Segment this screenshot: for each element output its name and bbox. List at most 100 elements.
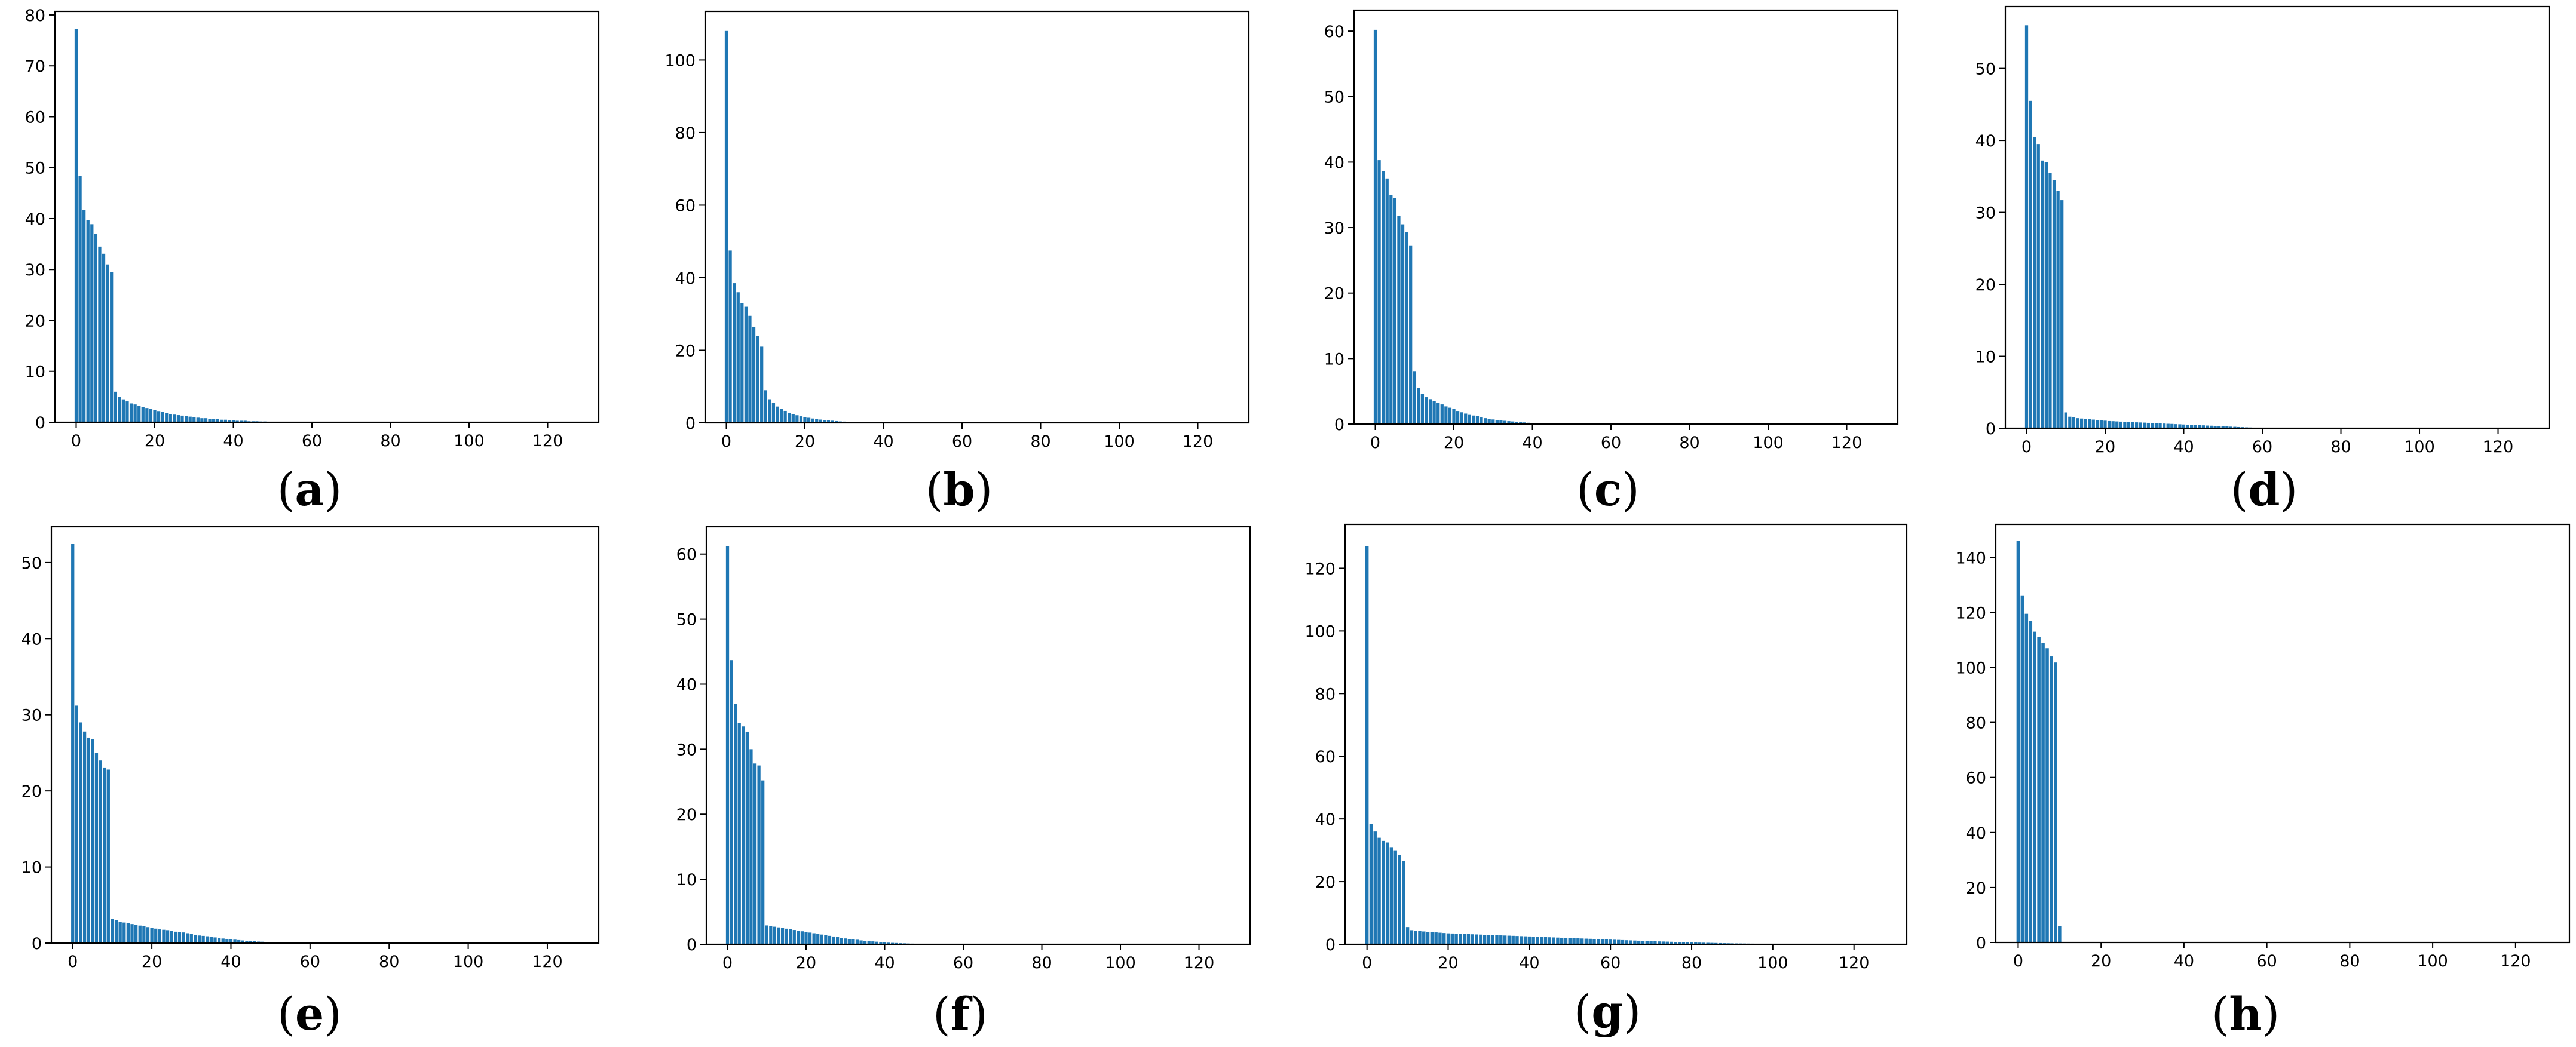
bar [1645, 941, 1649, 944]
bar [2182, 424, 2186, 428]
y-tick-label: 20 [1315, 873, 1336, 892]
bar [2131, 422, 2134, 428]
x-tick-label: 60 [952, 432, 972, 451]
bar [182, 932, 185, 943]
bar [831, 420, 834, 423]
bar [875, 941, 878, 944]
x-tick-label: 0 [71, 432, 81, 450]
y-tick-label: 60 [25, 108, 45, 127]
bar [2036, 144, 2040, 429]
bar [2033, 137, 2036, 428]
bar [1385, 178, 1389, 424]
y-tick-label: 140 [1955, 549, 1986, 567]
y-tick-label: 40 [675, 269, 696, 288]
bar [2088, 419, 2091, 428]
panel-label-open-paren: ( [1576, 463, 1594, 516]
x-tick-label: 120 [1839, 954, 1870, 972]
bar [2163, 423, 2166, 428]
y-tick-label: 30 [676, 741, 697, 759]
bar [137, 406, 141, 422]
bar [2096, 420, 2099, 428]
bar [240, 420, 243, 422]
bar [1365, 546, 1369, 944]
bar [1442, 933, 1446, 944]
y-tick-label: 20 [1324, 285, 1344, 303]
x-tick-label: 0 [722, 954, 733, 972]
bar [1448, 407, 1452, 424]
bar [228, 420, 231, 422]
x-tick-label: 100 [454, 432, 485, 450]
bar [216, 419, 219, 422]
y-tick-label: 30 [25, 261, 45, 280]
bar [2201, 425, 2206, 428]
bar [2139, 422, 2142, 428]
bar [1543, 937, 1548, 944]
bar [753, 763, 757, 944]
x-tick-label: 40 [874, 954, 895, 972]
bar [165, 413, 169, 422]
bar [1479, 934, 1482, 944]
bar [221, 938, 225, 943]
bar [1414, 931, 1417, 944]
y-tick-label: 0 [1334, 416, 1344, 434]
bar [734, 704, 737, 944]
bar [1552, 937, 1555, 944]
y-tick-label: 60 [675, 196, 696, 215]
panel-label-letter: a [295, 463, 324, 516]
bar [768, 399, 771, 423]
y-tick-label: 20 [1975, 276, 1996, 294]
bar [146, 927, 150, 943]
bar [1398, 855, 1401, 944]
x-tick-label: 120 [532, 953, 563, 971]
bar [812, 933, 816, 944]
x-tick-label: 40 [220, 953, 241, 971]
bar [253, 941, 256, 943]
panel-label-close-paren: ) [2262, 987, 2280, 1040]
x-tick-label: 40 [2174, 952, 2194, 971]
bar [1597, 939, 1600, 944]
bar [1402, 861, 1405, 944]
bar [2115, 421, 2119, 428]
bar [241, 940, 244, 943]
chart-panel-e: 0 20 40 60 80 100 120 0 10 20 30 40 50 (e) [22, 526, 600, 1040]
bar [1487, 419, 1491, 424]
y-tick-label: 0 [685, 414, 696, 433]
bar [1466, 934, 1471, 944]
bar [1389, 847, 1393, 944]
panel-label-close-paren: ) [970, 987, 988, 1040]
bar [2044, 162, 2048, 428]
bar [1633, 940, 1637, 944]
bar [1556, 937, 1560, 944]
x-tick-label: 60 [2256, 952, 2277, 971]
bar [811, 418, 814, 423]
y-tick-label: 60 [1324, 23, 1344, 41]
bar [2134, 422, 2139, 428]
bar [1511, 421, 1515, 424]
bar [2206, 425, 2209, 428]
y-tick-label: 20 [676, 806, 697, 824]
bar [1657, 941, 1661, 944]
bar [863, 941, 867, 944]
axes-frame [54, 10, 600, 423]
bar [2119, 421, 2122, 428]
bar [233, 939, 237, 943]
bar [867, 941, 871, 944]
bar [197, 935, 201, 943]
panel-label-open-paren: ( [1574, 985, 1592, 1038]
x-tick-label: 80 [380, 432, 400, 450]
bar [832, 936, 835, 944]
panel-label: (a) [277, 463, 342, 516]
bar [804, 932, 808, 944]
bar [2033, 631, 2036, 942]
y-tick-label: 70 [25, 57, 45, 76]
y-tick-label: 40 [1315, 810, 1336, 829]
bar [231, 420, 235, 422]
bar [2170, 423, 2174, 428]
bar [1604, 939, 1609, 944]
bar [1462, 934, 1466, 944]
bar [1706, 942, 1710, 944]
bar [1373, 29, 1377, 424]
bar [162, 929, 166, 943]
bar [2107, 420, 2111, 428]
x-tick-label: 120 [532, 432, 563, 450]
